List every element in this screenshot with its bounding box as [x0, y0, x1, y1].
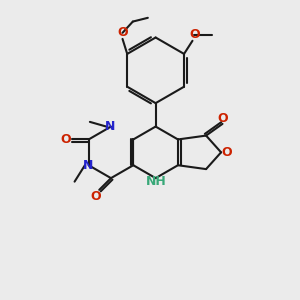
Text: O: O — [218, 112, 228, 125]
Text: O: O — [60, 133, 71, 146]
Text: O: O — [90, 190, 101, 203]
Text: O: O — [222, 146, 232, 159]
Text: O: O — [189, 28, 200, 41]
Text: O: O — [117, 26, 128, 39]
Text: N: N — [83, 159, 93, 172]
Text: NH: NH — [146, 176, 166, 188]
Text: N: N — [105, 120, 116, 133]
